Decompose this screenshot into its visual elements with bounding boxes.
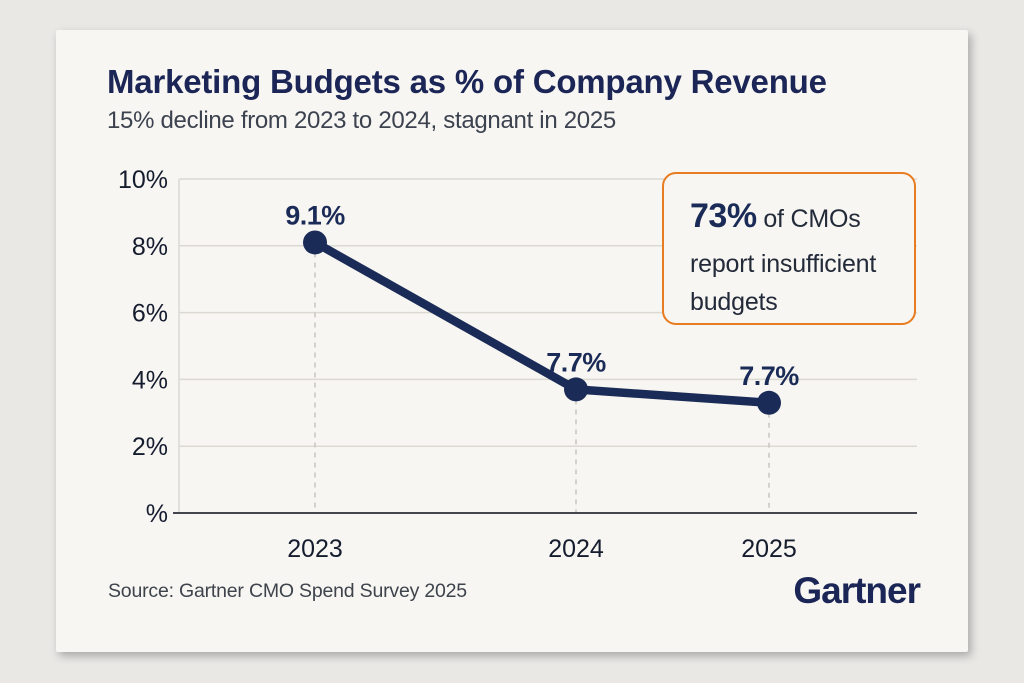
y-tick-label: 6% — [132, 300, 168, 328]
chart-subtitle: 15% decline from 2023 to 2024, stagnant … — [107, 107, 616, 134]
callout-line-3: budgets — [690, 288, 778, 316]
x-tick-label: 2025 — [741, 535, 797, 563]
callout-stat-suffix: of CMOs — [763, 205, 861, 233]
y-tick-label: % — [146, 500, 168, 528]
callout-line-1: 73% of CMOs — [690, 194, 902, 241]
y-tick-label: 10% — [118, 166, 168, 194]
x-tick-label: 2023 — [287, 535, 343, 563]
y-tick-label: 4% — [132, 366, 168, 394]
data-point — [757, 390, 781, 415]
callout-stat-value: 73% — [690, 197, 757, 235]
source-attribution: Source: Gartner CMO Spend Survey 2025 — [108, 580, 467, 602]
cmo-stat-callout: 73% of CMOs report insufficient budgets — [662, 172, 916, 325]
data-label: 7.7% — [739, 361, 799, 391]
infographic-card: Marketing Budgets as % of Company Revenu… — [56, 30, 968, 652]
data-label: 7.7% — [546, 347, 606, 377]
gartner-logo: Gartner — [793, 570, 921, 611]
budget-line-chart: 10% 8% 6% 4% 2%% 9.1% 2023 7.7% 2024 7.7% 2025 — [118, 166, 917, 563]
data-point — [564, 377, 588, 402]
data-point — [303, 230, 327, 255]
chart-title: Marketing Budgets as % of Company Revenu… — [107, 63, 827, 100]
y-tick-label: 2% — [132, 433, 168, 461]
y-tick-label: 8% — [132, 233, 168, 261]
x-tick-label: 2024 — [548, 535, 604, 563]
callout-line-2: report insufficient — [690, 250, 877, 278]
data-label: 9.1% — [285, 200, 345, 230]
